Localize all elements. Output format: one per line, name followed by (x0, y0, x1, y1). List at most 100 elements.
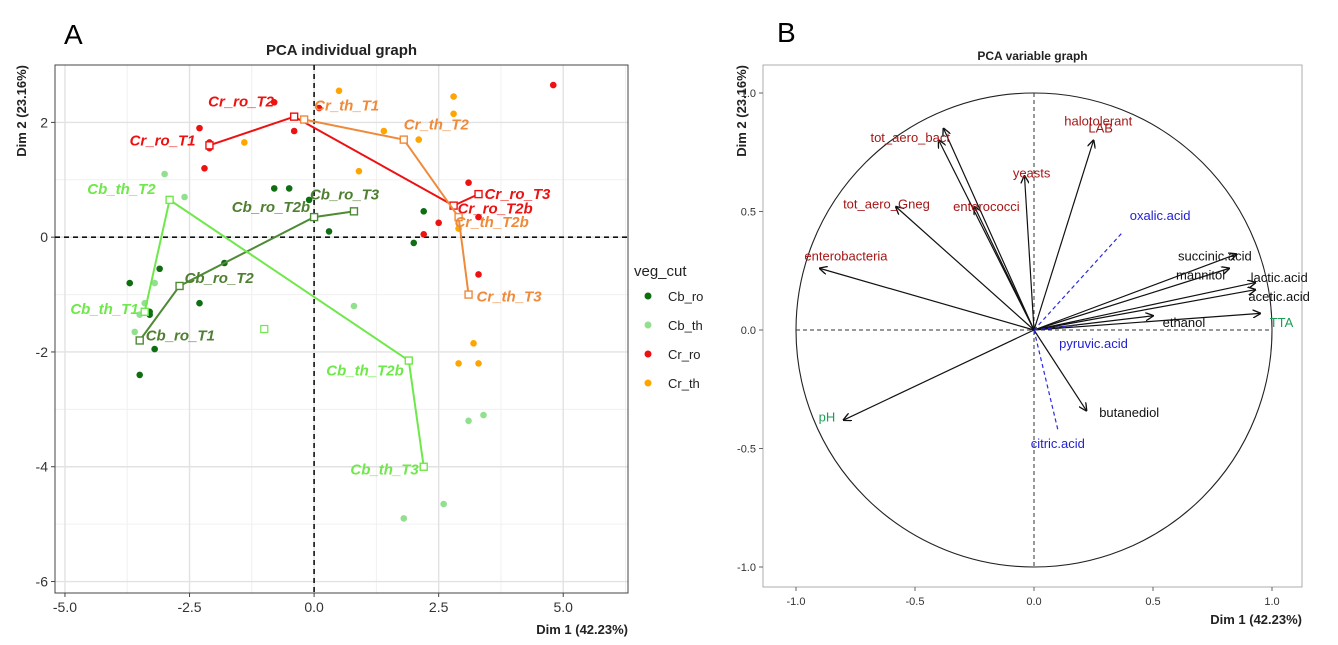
variable-LAB: LAB (1033, 121, 1113, 331)
centroid-marker (464, 290, 473, 299)
data-point (196, 299, 203, 307)
centroid-marker (419, 462, 428, 471)
data-point (196, 124, 203, 132)
data-point (131, 328, 139, 336)
variable-citric.acid: citric.acid (1031, 329, 1085, 451)
variable-enterobacteria: enterobacteria (804, 249, 1035, 331)
chart-title: PCA individual graph (266, 42, 417, 59)
data-point (126, 279, 134, 287)
variable-lactic.acid: lactic.acid (1033, 270, 1308, 331)
group-Cb_th: Cb_th_T1 Cb_th_T2 Cb_th_T2b Cb_th_T3 (70, 170, 487, 522)
chart-title: PCA variable graph (977, 49, 1087, 63)
variable-label: lactic.acid (1251, 270, 1308, 285)
variable-arrow (1033, 290, 1255, 331)
centroid-marker (399, 135, 408, 144)
variable-arrow (1033, 313, 1260, 331)
variable-label: pyruvic.acid (1059, 336, 1128, 351)
centroid-marker (135, 336, 144, 345)
x-tick-label: 5.0 (553, 599, 573, 615)
legend-label: Cr_ro (668, 347, 701, 362)
centroid-label: Cb_th_T2b (326, 363, 404, 380)
data-point (136, 371, 144, 379)
data-point (440, 500, 447, 508)
centroid-label: Cb_th_T3 (350, 462, 419, 479)
variable-mannitol: mannitol (1033, 267, 1229, 331)
variable-pH: pH (819, 329, 1035, 425)
data-point (355, 167, 363, 175)
variable-label: mannitol (1176, 267, 1225, 282)
variable-oxalic.acid: oxalic.acid (1033, 208, 1191, 331)
variable-arrow (1033, 329, 1059, 430)
legend-title: veg_cut (634, 263, 687, 280)
centroid-label: Cb_ro_T2b (232, 199, 310, 216)
data-point (241, 139, 248, 146)
variable-label: yeasts (1013, 166, 1051, 181)
centroid-label: Cr_th_T3 (477, 289, 543, 306)
x-axis-label: Dim 1 (42.23%) (536, 622, 628, 637)
data-point (465, 417, 472, 425)
data-point (325, 228, 333, 235)
data-point (181, 193, 188, 201)
centroid-marker (289, 112, 299, 121)
variable-label: oxalic.acid (1130, 208, 1191, 223)
variable-arrow (1033, 329, 1086, 411)
centroid-marker (175, 281, 184, 291)
legend-swatch (644, 321, 652, 329)
legend: veg_cut Cb_ro Cb_th Cr_ro Cr_th (634, 263, 703, 391)
data-point (549, 81, 557, 89)
variable-pyruvic.acid: pyruvic.acid (1033, 324, 1128, 351)
x-tick-label: -0.5 (906, 596, 925, 608)
data-point (201, 165, 208, 172)
y-tick-label: -0.5 (737, 444, 756, 456)
data-point (285, 185, 293, 192)
data-point (315, 104, 323, 112)
variable-acetic.acid: acetic.acid (1033, 289, 1310, 331)
y-tick-label: 0.5 (741, 207, 756, 219)
centroid-label: Cr_ro_T2 (208, 94, 275, 111)
variable-succinic.acid: succinic.acid (1033, 249, 1252, 331)
centroid-marker (404, 356, 413, 365)
data-point (435, 219, 442, 227)
x-tick-label: -2.5 (177, 599, 201, 615)
variable-arrow (1033, 254, 1236, 331)
x-tick-label: 0.5 (1145, 596, 1160, 608)
data-point (151, 279, 158, 287)
centroid-label: Cr_th_T2 (404, 117, 470, 134)
variable-arrow (1033, 283, 1255, 331)
data-point (350, 302, 358, 310)
trajectory-line (143, 198, 425, 467)
data-point (270, 99, 278, 106)
y-tick-label: -4 (36, 459, 49, 475)
x-tick-label: -5.0 (53, 599, 77, 615)
variable-arrow (1024, 176, 1035, 331)
data-point (156, 265, 163, 273)
data-point (480, 411, 487, 419)
legend-swatch (644, 379, 652, 387)
data-point (450, 110, 457, 118)
data-point (455, 360, 462, 367)
x-tick-label: 0.0 (1026, 596, 1041, 608)
variable-arrow (844, 329, 1035, 420)
x-tick-label: 2.5 (429, 599, 449, 615)
centroid-marker (454, 212, 463, 222)
y-tick-label: -6 (36, 574, 49, 590)
data-point (420, 231, 428, 238)
variable-arrow (975, 207, 1035, 331)
data-point (400, 515, 408, 522)
variable-label: halotolerant (1064, 113, 1132, 128)
data-point (151, 345, 158, 353)
outline-point (260, 324, 269, 334)
x-tick-label: 0.0 (304, 599, 324, 615)
plot-frame (54, 64, 629, 594)
data-point (465, 179, 472, 186)
variable-label: LAB (1088, 121, 1113, 136)
panel-b-variable-graph: PCA variable graph -1.0 -0.5 0.0 0.5 1.0 -1.0 -… (734, 49, 1310, 627)
legend-label: Cb_th (668, 318, 703, 333)
data-point (290, 127, 298, 135)
data-point (305, 196, 313, 204)
data-point (475, 213, 482, 221)
variable-label: tot_aero_bact (870, 130, 950, 145)
